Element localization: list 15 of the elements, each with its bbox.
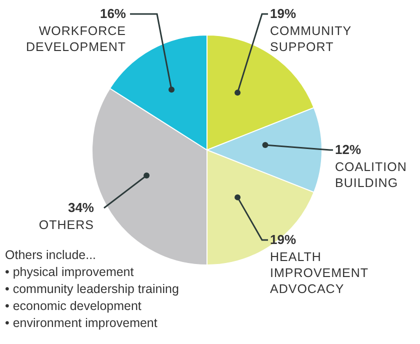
slice-label: OTHERS	[38, 218, 94, 232]
data-label: 19%	[270, 6, 296, 21]
slice-label: COMMUNITY SUPPORT	[270, 24, 352, 54]
text: • physical improvement	[5, 264, 135, 281]
text: Others include...	[5, 247, 98, 264]
data-label: 19%	[270, 232, 296, 247]
data-label: 16%	[100, 6, 126, 21]
slice-label: WORKFORCE DEVELOPMENT	[26, 24, 126, 54]
text: • environment improvement	[5, 315, 158, 332]
slice-label: COALITION BUILDING	[335, 160, 407, 190]
text: • economic development	[5, 298, 142, 315]
data-label: 12%	[335, 142, 362, 157]
slice-label: HEALTH IMPROVEMENT ADVOCACY	[270, 250, 369, 296]
data-label: 34%	[68, 200, 94, 215]
text: • community leadership training	[5, 281, 179, 298]
